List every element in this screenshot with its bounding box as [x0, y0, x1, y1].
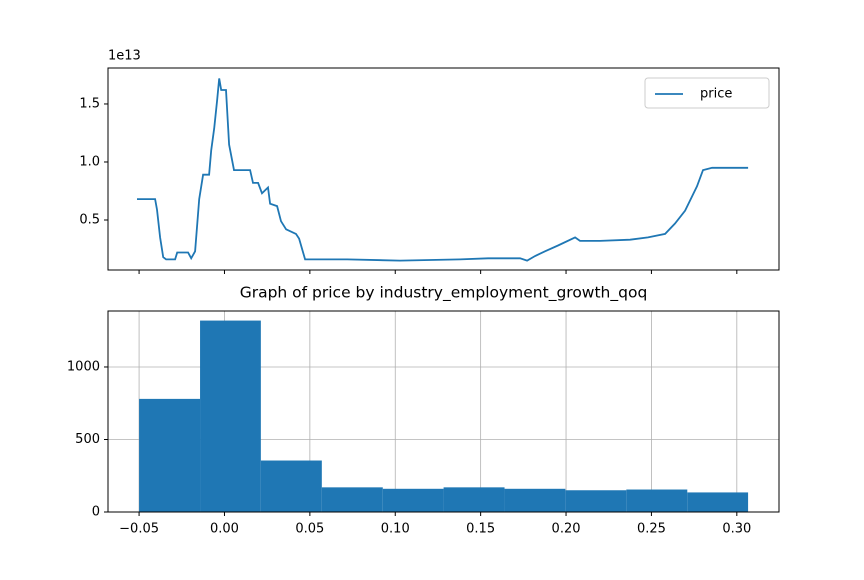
y-tick-label: 1000 — [67, 359, 100, 374]
x-tick-label: 0.20 — [552, 522, 581, 537]
bar — [504, 488, 566, 512]
axes-frame — [107, 310, 780, 513]
bar — [139, 398, 201, 512]
line — [137, 78, 749, 262]
bar — [626, 489, 688, 512]
bar — [443, 487, 505, 512]
y-tick-label: 1.5 — [79, 96, 100, 111]
x-tick-label: 0.25 — [637, 522, 666, 537]
panel: 0.5 1.0 1.5 1e13 price — [79, 49, 780, 274]
y-tick-label: 0.5 — [79, 212, 100, 227]
bar — [565, 490, 627, 512]
y-tick-label: 500 — [75, 432, 100, 447]
chart-title: Graph of price by industry_employment_gr… — [240, 284, 648, 303]
x-tick-label: 0.30 — [722, 522, 751, 537]
y-tick-label: 0 — [92, 505, 100, 520]
y-tick-label: 1.0 — [79, 154, 100, 169]
x-tick-label: 0.15 — [466, 522, 495, 537]
bar — [687, 492, 749, 512]
bar — [321, 487, 383, 512]
offset-text: 1e13 — [108, 49, 141, 64]
axes-frame — [107, 67, 780, 271]
panel: −0.05 0.00 0.05 0.10 0.15 0.20 0.25 0.30 0 500 100… — [67, 284, 780, 537]
x-tick-label: 0.00 — [210, 522, 239, 537]
legend-label: price — [700, 87, 732, 102]
x-tick-label: −0.05 — [119, 522, 159, 537]
bar — [382, 488, 444, 512]
legend-box — [644, 77, 770, 109]
bar — [260, 460, 322, 512]
bar — [200, 320, 261, 512]
x-tick-label: 0.05 — [295, 522, 324, 537]
x-tick-label: 0.10 — [381, 522, 410, 537]
